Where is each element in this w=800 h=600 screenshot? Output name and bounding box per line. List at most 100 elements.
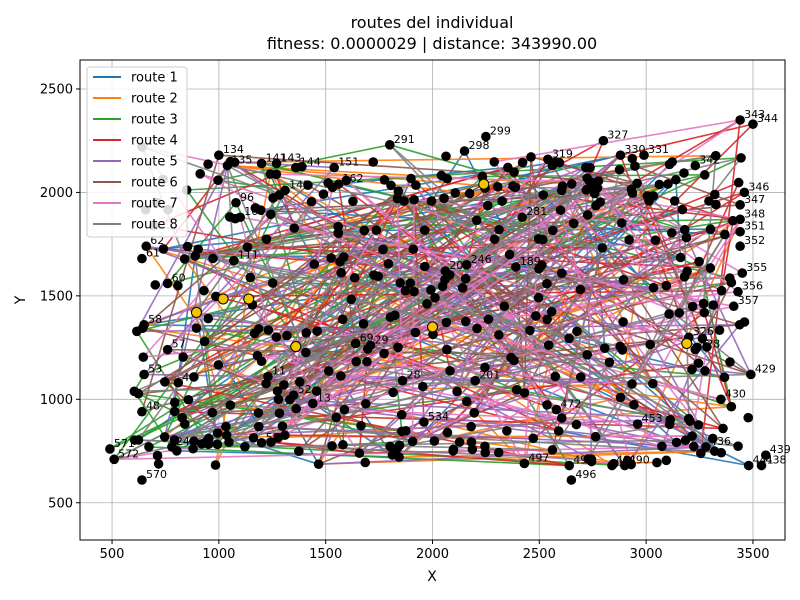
customer-point xyxy=(553,426,564,436)
node-label: 60 xyxy=(172,271,186,284)
node-label: 96 xyxy=(240,191,254,204)
customer-point xyxy=(542,278,552,289)
route-segment xyxy=(561,169,621,419)
customer-point xyxy=(542,400,552,410)
customer-point xyxy=(546,306,557,317)
node-label: 134 xyxy=(223,143,244,156)
customer-point xyxy=(173,280,183,291)
customer-point xyxy=(301,347,311,358)
customer-point xyxy=(440,266,451,276)
customer-point xyxy=(253,408,264,418)
route-segment xyxy=(507,167,702,454)
node-label: 135 xyxy=(231,154,252,167)
customer-point xyxy=(178,352,188,362)
customer-point xyxy=(303,180,313,190)
route-segment xyxy=(257,354,562,419)
route-segment xyxy=(456,187,517,392)
customer-point xyxy=(648,378,658,389)
customer-point xyxy=(494,224,504,235)
node-label: 319 xyxy=(552,147,573,160)
customer-point xyxy=(445,366,455,376)
customer-point xyxy=(614,164,625,175)
customer-point xyxy=(648,282,659,293)
route-segment xyxy=(652,218,741,385)
customer-point xyxy=(687,364,697,375)
customer-point xyxy=(519,458,530,469)
route-segment xyxy=(230,404,297,410)
customer-point xyxy=(551,404,562,415)
customer-point xyxy=(153,459,164,469)
x-tick-label: 1500 xyxy=(309,547,342,562)
y-tick-label: 500 xyxy=(48,496,73,511)
y-axis-label: Y xyxy=(13,295,29,305)
route-segment xyxy=(171,169,620,448)
customer-point xyxy=(294,377,305,387)
customer-point xyxy=(426,285,436,295)
customer-point xyxy=(394,452,404,462)
customer-point xyxy=(371,225,382,236)
y-tick-label: 2000 xyxy=(40,186,73,201)
customer-point xyxy=(263,325,274,335)
route-segment xyxy=(244,229,426,448)
customer-point xyxy=(109,454,119,465)
x-tick-label: 3500 xyxy=(736,547,769,562)
node-label: 111 xyxy=(238,249,259,262)
customer-point xyxy=(348,196,358,207)
customer-point xyxy=(760,450,771,460)
customer-point xyxy=(618,275,629,285)
node-label: 352 xyxy=(744,234,765,247)
customer-point xyxy=(736,153,746,163)
customer-point xyxy=(592,183,603,193)
node-label: 572 xyxy=(118,447,139,460)
node-label: 571 xyxy=(114,437,135,450)
route-segment xyxy=(195,194,280,313)
customer-point xyxy=(333,179,344,189)
customer-point xyxy=(394,440,405,451)
customer-point xyxy=(290,162,301,173)
customer-point xyxy=(679,168,689,178)
customer-point xyxy=(597,243,608,253)
route-segment xyxy=(634,165,741,206)
customer-point xyxy=(624,235,634,245)
route-segment xyxy=(270,213,690,420)
customer-point xyxy=(511,262,521,272)
route-segment xyxy=(473,205,597,414)
customer-point xyxy=(547,445,558,455)
customer-point xyxy=(231,197,241,208)
route-segment xyxy=(218,154,638,185)
customer-point xyxy=(705,263,716,273)
customer-point xyxy=(482,200,493,211)
customer-point xyxy=(266,209,276,220)
customer-point xyxy=(493,447,504,458)
customer-point xyxy=(746,369,756,380)
customer-point xyxy=(502,426,512,436)
route-segment xyxy=(547,158,743,274)
customer-point xyxy=(437,281,448,292)
customer-point xyxy=(349,272,360,283)
route-segment xyxy=(258,425,706,448)
node-label: 497 xyxy=(528,451,549,464)
customer-point xyxy=(183,394,194,405)
node-label: 53 xyxy=(148,362,162,375)
customer-point xyxy=(525,325,535,336)
customer-point xyxy=(288,390,299,400)
customer-point xyxy=(224,212,235,222)
route-segment xyxy=(137,201,313,441)
node-label: 208 xyxy=(449,259,470,272)
customer-point xyxy=(395,278,406,288)
customer-point xyxy=(548,225,558,236)
customer-point xyxy=(733,177,744,188)
route-segment xyxy=(134,373,751,393)
customer-point xyxy=(617,345,628,355)
customer-point xyxy=(735,115,745,125)
customer-point xyxy=(268,193,278,203)
customer-point xyxy=(199,336,210,347)
route-segment xyxy=(589,181,686,278)
route-segment xyxy=(292,263,390,396)
x-tick-label: 2500 xyxy=(523,547,556,562)
customer-point xyxy=(294,446,304,457)
node-label: 570 xyxy=(146,468,167,481)
route-segment xyxy=(196,311,399,349)
customer-point xyxy=(735,226,745,237)
customer-point xyxy=(326,253,336,263)
